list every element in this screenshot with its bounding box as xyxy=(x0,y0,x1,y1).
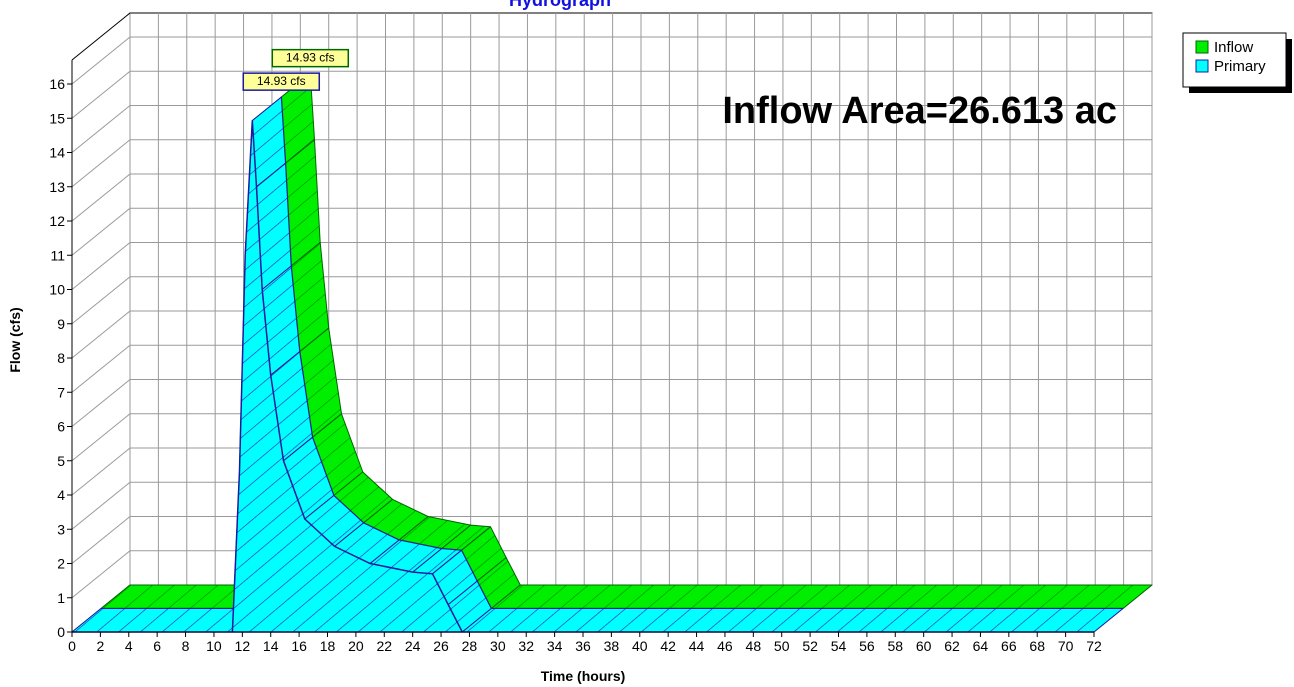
grid-line xyxy=(71,379,131,427)
legend-swatch xyxy=(1195,59,1209,73)
x-tick-label: 68 xyxy=(1029,638,1045,654)
x-tick-label: 72 xyxy=(1086,638,1102,654)
y-tick-label: 13 xyxy=(49,179,65,195)
x-tick-label: 24 xyxy=(405,638,421,654)
grid-line xyxy=(71,139,131,188)
x-tick-label: 54 xyxy=(831,638,847,654)
legend-label: Primary xyxy=(1214,58,1266,75)
x-tick-label: 48 xyxy=(746,638,762,654)
label-box xyxy=(242,72,321,91)
y-tick-label: 0 xyxy=(57,624,65,640)
x-tick-label: 38 xyxy=(604,638,620,654)
x-tick-label: 20 xyxy=(348,638,364,654)
y-tick-label: 3 xyxy=(57,521,65,537)
x-tick-label: 44 xyxy=(689,638,705,654)
grid-line xyxy=(71,105,131,153)
y-tick-label: 12 xyxy=(49,213,65,229)
grid-line xyxy=(71,36,131,85)
legend-swatch xyxy=(1195,40,1209,54)
x-tick-label: 14 xyxy=(263,638,279,654)
grid-line xyxy=(71,207,131,256)
x-tick-label: 16 xyxy=(291,638,307,654)
y-tick-label: 10 xyxy=(49,282,65,298)
chart-title: Hydrograph xyxy=(509,0,611,10)
x-tick-label: 22 xyxy=(376,638,392,654)
x-tick-label: 58 xyxy=(887,638,903,654)
x-axis-label: Time (hours) xyxy=(541,668,626,684)
x-tick-label: 42 xyxy=(660,638,676,654)
y-tick-label: 9 xyxy=(57,316,65,332)
y-tick-label: 2 xyxy=(57,556,65,572)
area xyxy=(72,120,1094,633)
y-tick-label: 7 xyxy=(57,384,65,400)
x-tick-label: 50 xyxy=(774,638,790,654)
legend-label: Inflow xyxy=(1214,39,1253,56)
y-tick-label: 1 xyxy=(57,590,65,606)
ribbon-top xyxy=(490,584,1153,609)
grid-line xyxy=(71,481,131,530)
y-axis-label: Flow (cfs) xyxy=(7,307,23,372)
x-tick-label: 18 xyxy=(320,638,336,654)
x-tick-label: 30 xyxy=(490,638,506,654)
x-tick-label: 52 xyxy=(802,638,818,654)
x-tick-label: 10 xyxy=(206,638,222,654)
x-tick-label: 62 xyxy=(944,638,960,654)
x-tick-label: 8 xyxy=(182,638,190,654)
ribbon-top xyxy=(461,608,1124,633)
x-tick-label: 2 xyxy=(96,638,104,654)
grid-line xyxy=(71,173,131,222)
x-tick-label: 46 xyxy=(717,638,733,654)
data-label: 14.93 cfs xyxy=(257,74,306,88)
x-tick-label: 34 xyxy=(547,638,563,654)
x-tick-label: 6 xyxy=(153,638,161,654)
y-tick-label: 14 xyxy=(49,145,65,161)
y-tick-label: 15 xyxy=(49,110,65,126)
x-tick-label: 66 xyxy=(1001,638,1017,654)
grid-line xyxy=(71,550,131,599)
annotation: Inflow Area=26.613 ac xyxy=(722,90,1117,132)
grid-line xyxy=(71,516,131,564)
x-tick-label: 64 xyxy=(973,638,989,654)
grid-line xyxy=(71,70,131,119)
grid-line xyxy=(71,276,131,325)
x-tick-label: 4 xyxy=(125,638,133,654)
x-tick-label: 26 xyxy=(433,638,449,654)
x-tick-label: 28 xyxy=(462,638,478,654)
x-tick-label: 56 xyxy=(859,638,875,654)
grid-line xyxy=(71,242,131,290)
x-tick-label: 40 xyxy=(632,638,648,654)
y-tick-label: 6 xyxy=(57,419,65,435)
x-tick-label: 12 xyxy=(235,638,251,654)
y-tick-label: 16 xyxy=(49,76,65,92)
x-tick-label: 32 xyxy=(518,638,534,654)
frame-line xyxy=(71,12,131,61)
x-tick-label: 36 xyxy=(575,638,591,654)
y-tick-label: 5 xyxy=(57,453,65,469)
x-tick-label: 0 xyxy=(68,638,76,654)
x-tick-label: 70 xyxy=(1058,638,1074,654)
y-tick-label: 4 xyxy=(57,487,65,503)
y-tick-label: 11 xyxy=(50,247,65,263)
x-tick-label: 60 xyxy=(916,638,932,654)
label-box xyxy=(271,48,350,68)
grid-line xyxy=(71,413,131,462)
left-wall xyxy=(72,13,130,632)
grid-line xyxy=(71,310,131,359)
y-tick-label: 8 xyxy=(57,350,65,366)
grid-line xyxy=(71,447,131,496)
grid-line xyxy=(71,344,131,393)
data-label: 14.93 cfs xyxy=(286,51,335,65)
